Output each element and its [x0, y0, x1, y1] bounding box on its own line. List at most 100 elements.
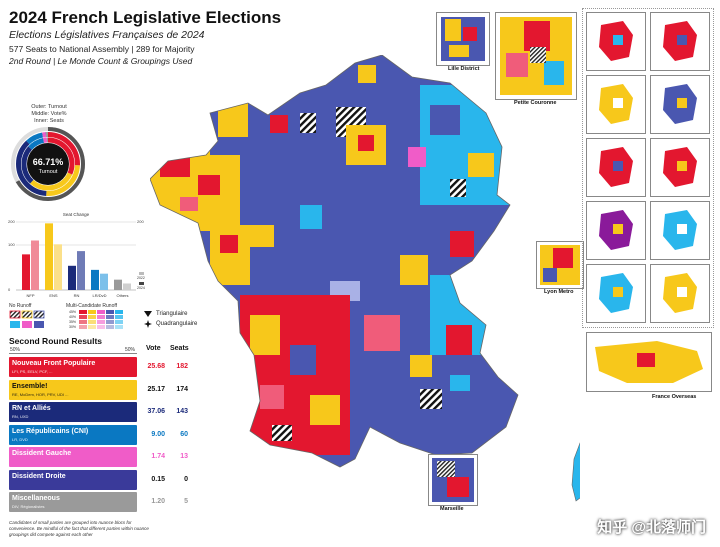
- pct-swatch: [79, 310, 87, 314]
- region-brittany: [150, 151, 240, 231]
- bar-2024: [54, 244, 62, 290]
- vote-share: 25.68: [147, 363, 165, 370]
- turnout-value: 66.71%: [33, 157, 64, 167]
- district-runoff: [272, 425, 292, 441]
- hatch-swatch-dg: [22, 321, 32, 328]
- pct-35: 35%: [69, 320, 76, 324]
- overseas-district: [613, 35, 623, 45]
- seat-change-chart: Seat Change 200 200 100 0 NFP ENS RN LR/DvD…: [8, 212, 145, 298]
- hatch-swatch-ens: [21, 310, 33, 319]
- hatch-swatch-rn: [33, 310, 45, 319]
- hatch-swatch-dd: [34, 321, 44, 328]
- seat-count: 143: [176, 408, 188, 415]
- result-row: RN et Alliés RN, UXD: [9, 402, 137, 422]
- category-label: ENS: [49, 293, 58, 298]
- overseas-panel: [650, 138, 710, 197]
- bar-2022: [22, 254, 30, 290]
- seat-count: 13: [180, 453, 188, 460]
- legend-2022-label: 2022: [137, 276, 145, 280]
- district-nfp: [446, 325, 472, 355]
- watermark: 知乎 @北落师门: [597, 519, 706, 536]
- inset-lyon: [536, 241, 584, 289]
- district-nfp: [198, 175, 220, 195]
- corsica: [571, 442, 580, 502]
- overseas-district: [613, 287, 623, 297]
- result-row: Dissident Gauche: [9, 447, 137, 467]
- district-nfp: [358, 135, 374, 151]
- bar-2024: [123, 283, 131, 290]
- pct-swatch: [88, 315, 96, 319]
- result-row: Ensemble! RE, MoDem, HOR, PRV, UDI ...: [9, 379, 137, 400]
- pct-swatch: [106, 320, 114, 324]
- seat-count: 5: [184, 498, 188, 505]
- pct-swatch: [79, 320, 87, 324]
- bar-2022: [114, 279, 122, 290]
- party-members: RE, MoDem, HOR, PRV, UDI ...: [12, 391, 69, 397]
- district-nfp-light: [180, 197, 198, 211]
- paris-nfp-light: [506, 53, 528, 77]
- district-runoff: [420, 389, 442, 409]
- party-name: Dissident Droite: [12, 472, 66, 480]
- donut-legend-inner: Inner: Seats: [34, 118, 64, 124]
- district-dg: [408, 147, 426, 167]
- overseas-district: [677, 287, 687, 297]
- pct-swatch: [115, 325, 123, 329]
- page-title: 2024 French Legislative Elections: [9, 8, 282, 27]
- inset-overseas-large: [586, 332, 712, 392]
- lyon-nfp: [553, 248, 573, 268]
- district-ens: [468, 153, 494, 177]
- district-ens: [250, 315, 280, 355]
- inset-paris-label: Petite Couronne: [514, 100, 557, 106]
- district-rn: [290, 345, 316, 375]
- overseas-district: [677, 161, 687, 171]
- vote-share: 9.00: [151, 430, 165, 438]
- overseas-panel: [586, 138, 646, 197]
- district-nfp: [450, 231, 474, 257]
- vote-share-arc: [16, 132, 80, 196]
- party-members: DIV, Régionalistes: [12, 504, 45, 509]
- pct-swatch: [115, 315, 123, 319]
- district-nfp-light: [260, 385, 284, 409]
- legend-2022-swatch: [139, 272, 144, 275]
- party-name: Nouveau Front Populaire: [12, 360, 96, 367]
- overseas-panel: [650, 75, 710, 134]
- district-ens: [358, 65, 376, 83]
- inset-marseille: [428, 454, 478, 506]
- pct-30: 30%: [69, 325, 76, 329]
- pct-swatch: [97, 320, 105, 324]
- party-members: RN, UXD: [12, 414, 29, 419]
- pct-swatch: [115, 310, 123, 314]
- seat-change-title: Seat Change: [63, 212, 90, 217]
- seat-share-arc: [21, 137, 75, 191]
- overseas-panel: [586, 264, 646, 323]
- district-ens: [310, 395, 340, 425]
- pct-swatch: [88, 325, 96, 329]
- triangulaire-icon: [144, 311, 152, 317]
- no-runoff-label: No Runoff: [9, 303, 32, 309]
- hatch-swatch-lr: [10, 321, 20, 328]
- results-footnote: Candidates of small parties are grouped …: [9, 520, 149, 537]
- tick-0: 0: [8, 287, 11, 292]
- bar-2022: [45, 223, 53, 290]
- inset-paris: [495, 12, 577, 100]
- overseas-frame: [582, 8, 714, 328]
- overseas-panel: [586, 201, 646, 260]
- vote-share: 37.06: [147, 408, 165, 415]
- overseas-large-nfp: [637, 353, 655, 367]
- overseas-district: [677, 224, 687, 234]
- col-seats: Seats: [170, 345, 189, 352]
- seat-count: 0: [184, 475, 188, 483]
- tick-200-left: 200: [8, 219, 15, 224]
- inset-lille: [436, 12, 490, 66]
- runoff-swatches: 45% 40% 35% 30%: [9, 310, 123, 329]
- lille-nfp: [463, 27, 477, 41]
- france-map: [150, 55, 580, 502]
- vote-share-arc: [16, 132, 80, 196]
- results-heading: Second Round Results: [9, 336, 103, 346]
- tick-100: 100: [8, 242, 15, 247]
- lille-ens: [445, 19, 461, 41]
- inset-overseas-label: France Overseas: [652, 394, 697, 400]
- category-label: NFP: [27, 293, 35, 298]
- bar-2024: [77, 251, 85, 290]
- pct-swatch: [106, 310, 114, 314]
